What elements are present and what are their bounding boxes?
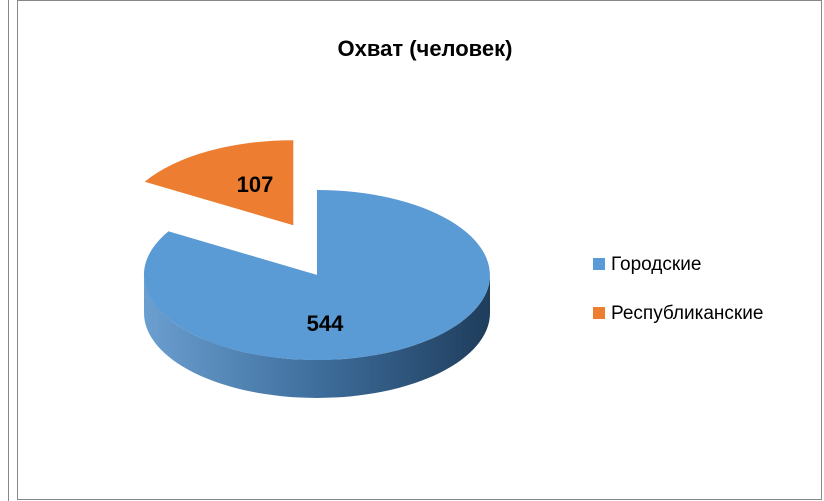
slice [143,190,490,360]
legend: Городские Республиканские [593,254,763,324]
data-label: 107 [237,172,274,197]
slice-wall [144,275,490,398]
data-label: 544 [307,311,344,336]
slice [144,140,294,226]
legend-swatch [593,307,605,319]
legend-label: Республиканские [611,303,763,324]
pie: 544 107 [143,140,490,398]
legend-swatch [593,258,605,270]
chart-border [17,0,822,500]
chart-title: Охват (человек) [338,36,513,61]
legend-label: Городские [611,254,701,275]
